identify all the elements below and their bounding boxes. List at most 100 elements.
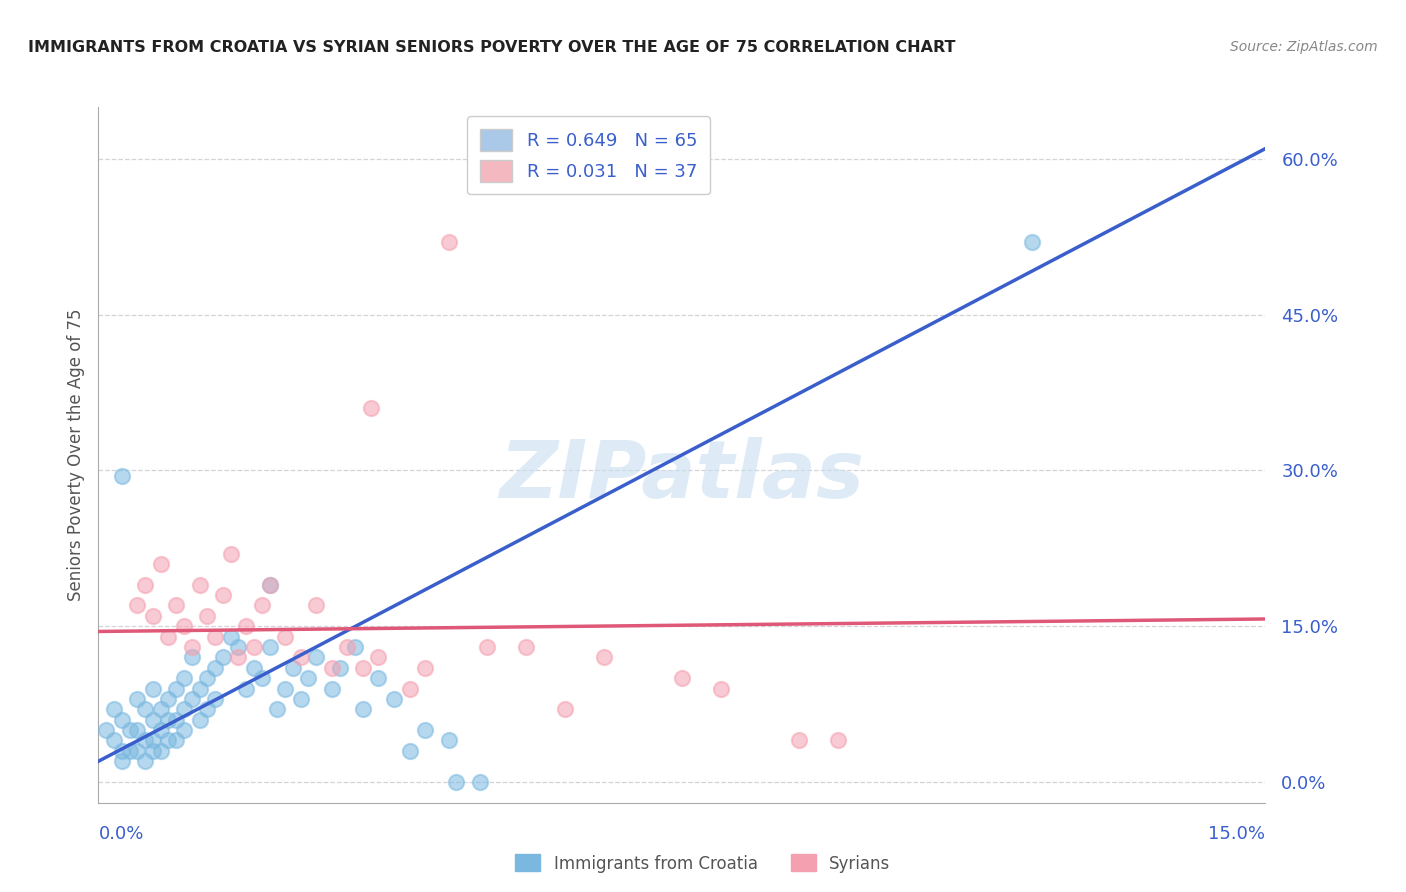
Point: [127, 723, 149, 738]
Point: [134, 578, 156, 592]
Point: [344, 640, 367, 654]
Point: [305, 650, 328, 665]
Point: [235, 619, 257, 633]
Point: [382, 692, 405, 706]
Point: [352, 661, 374, 675]
Point: [329, 661, 352, 675]
Point: [228, 650, 250, 665]
Point: [127, 599, 149, 613]
Text: 15.0%: 15.0%: [1208, 825, 1265, 843]
Point: [219, 630, 242, 644]
Point: [710, 681, 733, 696]
Text: IMMIGRANTS FROM CROATIA VS SYRIAN SENIORS POVERTY OVER THE AGE OF 75 CORRELATION: IMMIGRANTS FROM CROATIA VS SYRIAN SENIOR…: [28, 40, 956, 55]
Point: [259, 578, 281, 592]
Point: [321, 681, 343, 696]
Point: [352, 702, 374, 716]
Point: [142, 608, 165, 623]
Point: [149, 744, 172, 758]
Point: [827, 733, 849, 747]
Point: [515, 640, 537, 654]
Point: [437, 235, 460, 249]
Point: [134, 733, 156, 747]
Point: [274, 681, 297, 696]
Point: [398, 744, 420, 758]
Point: [188, 681, 211, 696]
Point: [554, 702, 576, 716]
Point: [142, 744, 165, 758]
Text: ZIPatlas: ZIPatlas: [499, 437, 865, 515]
Point: [118, 744, 141, 758]
Point: [219, 547, 242, 561]
Point: [127, 692, 149, 706]
Point: [297, 671, 319, 685]
Point: [367, 650, 389, 665]
Point: [413, 661, 436, 675]
Point: [180, 640, 202, 654]
Point: [250, 599, 273, 613]
Text: Source: ZipAtlas.com: Source: ZipAtlas.com: [1230, 40, 1378, 54]
Point: [142, 713, 165, 727]
Point: [103, 702, 125, 716]
Point: [593, 650, 616, 665]
Point: [157, 733, 180, 747]
Point: [321, 661, 343, 675]
Point: [180, 650, 202, 665]
Point: [142, 733, 165, 747]
Point: [165, 713, 187, 727]
Point: [336, 640, 359, 654]
Point: [281, 661, 304, 675]
Point: [173, 671, 195, 685]
Point: [149, 557, 172, 571]
Point: [165, 681, 187, 696]
Point: [274, 630, 297, 644]
Point: [290, 692, 312, 706]
Point: [165, 599, 187, 613]
Point: [290, 650, 312, 665]
Point: [157, 692, 180, 706]
Point: [157, 713, 180, 727]
Point: [173, 619, 195, 633]
Point: [103, 733, 125, 747]
Point: [212, 588, 235, 602]
Point: [180, 692, 202, 706]
Point: [1021, 235, 1043, 249]
Point: [360, 401, 382, 416]
Point: [111, 744, 134, 758]
Point: [204, 630, 226, 644]
Point: [259, 640, 281, 654]
Legend: Immigrants from Croatia, Syrians: Immigrants from Croatia, Syrians: [509, 847, 897, 880]
Point: [787, 733, 810, 747]
Legend: R = 0.649   N = 65, R = 0.031   N = 37: R = 0.649 N = 65, R = 0.031 N = 37: [467, 116, 710, 194]
Point: [96, 723, 118, 738]
Point: [195, 702, 218, 716]
Point: [446, 775, 468, 789]
Point: [134, 702, 156, 716]
Point: [149, 723, 172, 738]
Point: [195, 671, 218, 685]
Point: [259, 578, 281, 592]
Text: 0.0%: 0.0%: [98, 825, 143, 843]
Point: [111, 754, 134, 768]
Point: [266, 702, 288, 716]
Point: [212, 650, 235, 665]
Point: [398, 681, 420, 696]
Point: [142, 681, 165, 696]
Point: [173, 702, 195, 716]
Point: [477, 640, 499, 654]
Point: [204, 692, 226, 706]
Point: [228, 640, 250, 654]
Point: [468, 775, 491, 789]
Point: [165, 733, 187, 747]
Point: [127, 744, 149, 758]
Point: [111, 468, 134, 483]
Point: [671, 671, 693, 685]
Point: [188, 578, 211, 592]
Point: [173, 723, 195, 738]
Point: [111, 713, 134, 727]
Point: [134, 754, 156, 768]
Point: [188, 713, 211, 727]
Point: [250, 671, 273, 685]
Point: [195, 608, 218, 623]
Point: [157, 630, 180, 644]
Point: [243, 640, 266, 654]
